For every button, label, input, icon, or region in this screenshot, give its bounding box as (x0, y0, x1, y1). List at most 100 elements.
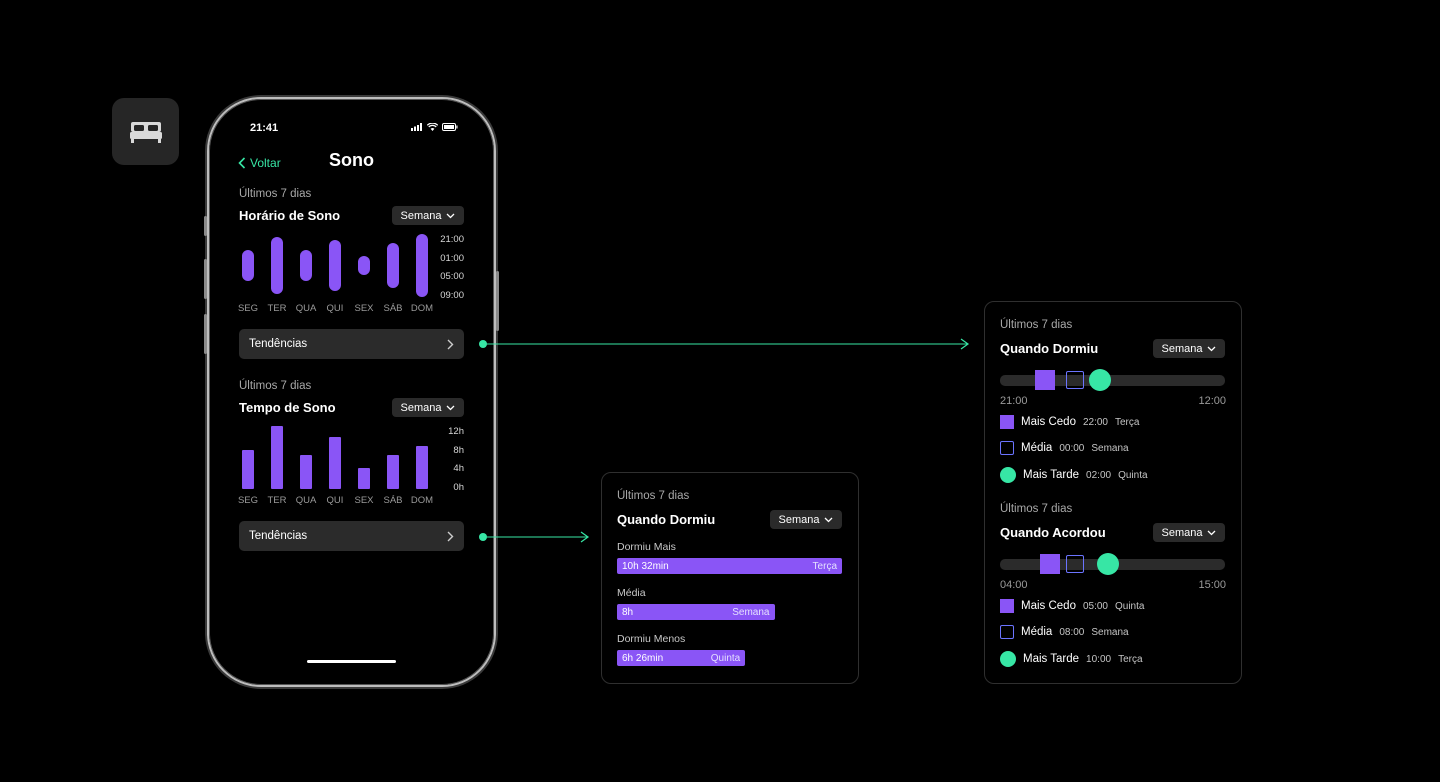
y-tick-label: 4h (453, 463, 464, 474)
sleep-duration-chart: SEG TER QUA QUI SEX SÁB DOM 12h 8h 4h 0h (238, 426, 464, 511)
legend-time: 10:00 (1086, 653, 1112, 665)
slept-title: Quando Dormiu (1000, 341, 1099, 356)
chevron-down-icon (1208, 346, 1216, 351)
chart-bar-2 (300, 454, 312, 489)
dropdown-value: Semana (400, 401, 442, 414)
legend-day: Semana (1091, 626, 1129, 638)
dropdown-value: Semana (778, 513, 820, 526)
slept-average-marker (1066, 371, 1084, 389)
slept-range-track (1000, 375, 1225, 386)
duration-period-dropdown[interactable]: Semana (770, 510, 842, 529)
woke-average-marker (1066, 555, 1084, 573)
outline-square-icon (1000, 625, 1014, 639)
page-title: Sono (329, 150, 374, 170)
circle-icon (1000, 467, 1016, 483)
y-tick-label: 09:00 (440, 289, 464, 301)
duration-row-bar: 6h 26min Quinta (617, 650, 746, 666)
dropdown-value: Semana (1161, 342, 1203, 355)
slept-axis-start: 21:00 (1000, 395, 1028, 407)
slept-legend-latest: Mais Tarde 02:00 Quinta (1000, 467, 1148, 483)
woke-earliest-marker (1040, 554, 1060, 574)
slept-subtitle: Últimos 7 dias (1000, 319, 1073, 331)
chart-bar-0 (242, 249, 254, 282)
x-tick-label: TER (267, 303, 287, 314)
legend-time: 22:00 (1082, 416, 1108, 428)
x-tick-label: TER (267, 495, 287, 506)
dropdown-value: Semana (1161, 526, 1203, 539)
trends-label: Tendências (249, 530, 308, 542)
legend-time: 00:00 (1059, 442, 1085, 454)
slept-period-dropdown[interactable]: Semana (1153, 339, 1225, 358)
woke-subtitle: Últimos 7 dias (1000, 503, 1073, 515)
chart-bar-1 (271, 237, 283, 294)
circle-icon (1000, 651, 1016, 667)
back-label: Voltar (250, 156, 281, 170)
phone-volume-up (204, 259, 207, 299)
woke-legend-average: Média 08:00 Semana (1000, 625, 1129, 639)
legend-time: 08:00 (1059, 626, 1085, 638)
chart-bar-3 (329, 240, 341, 291)
legend-day: Terça (1118, 653, 1143, 665)
woke-latest-marker (1097, 553, 1119, 575)
chart-bar-0 (242, 449, 254, 489)
duration-row-day: Quinta (710, 652, 741, 664)
duration-row-value: 6h 26min (622, 652, 664, 664)
outline-square-icon (1000, 441, 1014, 455)
chevron-down-icon (447, 405, 455, 410)
sleep-duration-panel: Últimos 7 dias Quando Dormiu Semana Dorm… (601, 472, 859, 684)
x-tick-label: QUA (295, 495, 317, 506)
duration-row-bar: 8h Semana (617, 604, 775, 620)
legend-label: Média (1021, 626, 1053, 638)
x-tick-label: QUI (326, 303, 344, 314)
slept-latest-marker (1089, 369, 1111, 391)
legend-day: Semana (1091, 442, 1129, 454)
x-tick-label: SEG (237, 303, 259, 314)
connector-to-times-panel (479, 338, 970, 350)
wifi-icon (427, 123, 438, 131)
chart-bar-1 (271, 426, 283, 489)
slept-legend-average: Média 00:00 Semana (1000, 441, 1129, 455)
woke-axis-start: 04:00 (1000, 579, 1028, 591)
chart-bar-5 (387, 243, 399, 288)
back-button[interactable]: Voltar (238, 156, 281, 170)
section2-subtitle: Últimos 7 dias (239, 380, 312, 392)
app-icon-tile (112, 98, 179, 165)
section2-period-dropdown[interactable]: Semana (392, 398, 464, 417)
duration-row-day: Semana (732, 606, 770, 618)
status-time: 21:41 (250, 122, 279, 134)
status-icons (411, 123, 458, 131)
duration-row-label: Dormiu Mais (617, 541, 676, 553)
section2-trends-button[interactable]: Tendências (239, 521, 464, 551)
chart-bar-5 (387, 454, 399, 489)
y-tick-label: 12h (448, 426, 464, 437)
duration-row-bar: 10h 32min Terça (617, 558, 842, 574)
chevron-right-icon (447, 531, 454, 541)
trends-label: Tendências (249, 338, 308, 350)
section1-trends-button[interactable]: Tendências (239, 329, 464, 359)
duration-row-value: 10h 32min (622, 560, 669, 572)
chevron-left-icon (238, 157, 246, 169)
y-tick-label: 01:00 (440, 252, 464, 264)
duration-row-label: Média (617, 587, 646, 599)
section1-period-dropdown[interactable]: Semana (392, 206, 464, 225)
x-tick-label: SÁB (383, 495, 403, 506)
woke-period-dropdown[interactable]: Semana (1153, 523, 1225, 542)
y-tick-label: 05:00 (440, 271, 464, 282)
chart-bar-2 (300, 249, 312, 282)
legend-label: Mais Tarde (1023, 469, 1080, 481)
connector-to-duration-panel (479, 531, 590, 543)
y-tick-label: 8h (453, 444, 464, 456)
legend-time: 02:00 (1086, 469, 1112, 481)
sleep-times-panel: Últimos 7 dias Quando Dormiu Semana 21:0… (984, 301, 1242, 684)
sleep-schedule-chart: SEG TER QUA QUI SEX SÁB DOM 21:00 01:00 05:00 09:0… (238, 234, 464, 319)
woke-title: Quando Acordou (1000, 525, 1106, 540)
phone-volume-down (204, 314, 207, 354)
duration-row-value: 8h (622, 606, 634, 618)
x-tick-label: DOM (410, 303, 434, 314)
home-indicator (307, 660, 396, 663)
chevron-down-icon (1208, 530, 1216, 535)
slept-earliest-marker (1035, 370, 1055, 390)
chart-bar-4 (358, 256, 370, 275)
chart-bar-4 (358, 468, 370, 489)
x-tick-label: DOM (410, 495, 434, 506)
